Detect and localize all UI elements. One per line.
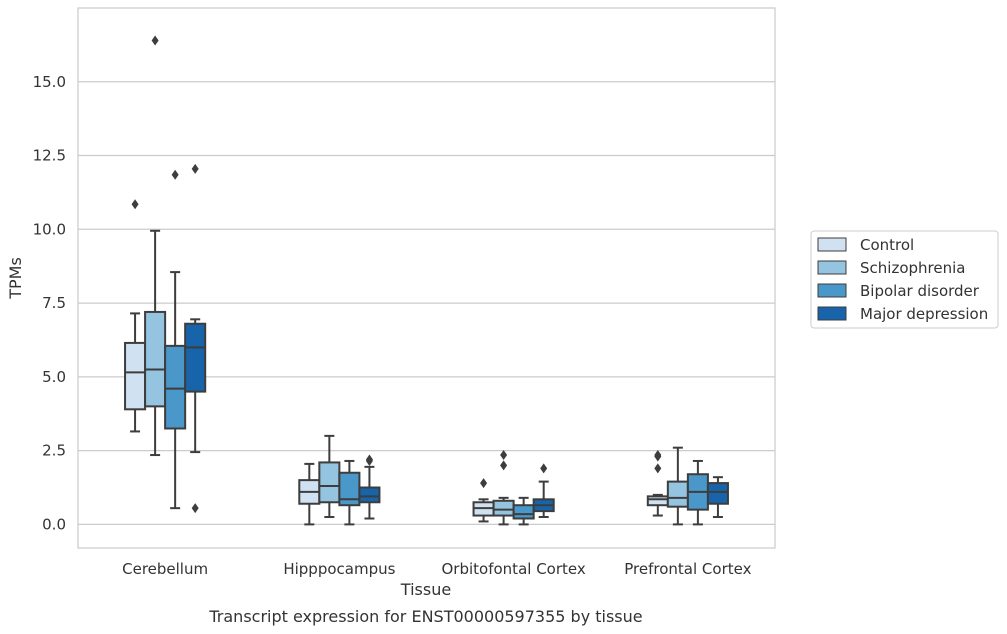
box-major-depression xyxy=(358,454,381,520)
iqr-box xyxy=(318,461,341,504)
box-bipolar-disorder xyxy=(512,496,535,526)
x-axis-title: Tissue xyxy=(400,580,451,599)
legend-label: Schizophrenia xyxy=(860,259,965,277)
outlier-point xyxy=(540,463,548,474)
plot-background xyxy=(78,8,775,548)
y-tick-label: 10.0 xyxy=(33,220,66,238)
legend-swatch xyxy=(817,306,847,321)
x-tick-label: Orbitofontal Cortex xyxy=(442,560,586,578)
legend-label: Bipolar disorder xyxy=(860,282,980,300)
legend-label: Major depression xyxy=(860,305,988,323)
plot-frame xyxy=(77,7,776,549)
iqr-box xyxy=(338,471,361,507)
outlier-point xyxy=(191,503,199,514)
boxes xyxy=(124,35,729,526)
legend-swatch xyxy=(817,237,847,252)
outlier-point xyxy=(480,478,488,489)
outlier-point xyxy=(151,35,159,46)
iqr-box xyxy=(666,480,689,508)
y-tick-label: 0.0 xyxy=(42,515,66,533)
legend-label: Control xyxy=(860,236,914,254)
legend-swatch xyxy=(817,283,847,298)
box-schizophrenia xyxy=(492,450,515,526)
iqr-box xyxy=(358,486,381,504)
outlier-point xyxy=(131,199,139,210)
legend-frame xyxy=(810,230,999,329)
iqr-box xyxy=(124,341,147,411)
iqr-box xyxy=(144,310,167,408)
x-tick-label: Hipppocampus xyxy=(283,560,395,578)
iqr-box xyxy=(492,499,515,517)
x-tick-labels: Cerebellum Hipppocampus Orbitofontal Corte… xyxy=(122,560,751,578)
y-tick-label: 5.0 xyxy=(42,368,66,386)
chart-caption: Transcript expression for ENST0000059735… xyxy=(208,607,642,626)
x-tick-label: Prefrontal Cortex xyxy=(624,560,751,578)
legend-entries: Control Schizophrenia Bipolar disorder Majo… xyxy=(817,236,988,323)
legend-swatch xyxy=(817,260,847,275)
iqr-box xyxy=(184,322,207,393)
outlier-point xyxy=(365,454,373,465)
x-tick-label: Cerebellum xyxy=(122,560,208,578)
y-tick-label: 12.5 xyxy=(33,147,66,165)
y-tick-label: 15.0 xyxy=(33,73,66,91)
iqr-box xyxy=(512,504,535,520)
outlier-point xyxy=(500,450,508,461)
legend: Control Schizophrenia Bipolar disorder Majo… xyxy=(810,230,999,329)
box-schizophrenia xyxy=(318,434,341,519)
outlier-point xyxy=(654,463,662,474)
iqr-box xyxy=(646,495,669,507)
y-tick-labels: 0.0 2.5 5.0 7.5 10.0 12.5 15.0 xyxy=(33,73,66,534)
box-major-depression xyxy=(184,163,207,514)
box-major-depression xyxy=(706,476,729,519)
box-control xyxy=(646,450,669,517)
iqr-box xyxy=(706,482,729,505)
box-major-depression xyxy=(532,463,555,519)
outlier-point xyxy=(191,163,199,174)
box-bipolar-disorder xyxy=(338,459,361,526)
y-tick-label: 7.5 xyxy=(42,294,66,312)
y-axis-title: TPMs xyxy=(6,257,25,300)
outlier-point xyxy=(171,169,179,180)
outlier-point xyxy=(500,460,508,471)
outlier-point xyxy=(654,450,662,461)
y-tick-label: 2.5 xyxy=(42,442,66,460)
iqr-box xyxy=(164,344,187,430)
